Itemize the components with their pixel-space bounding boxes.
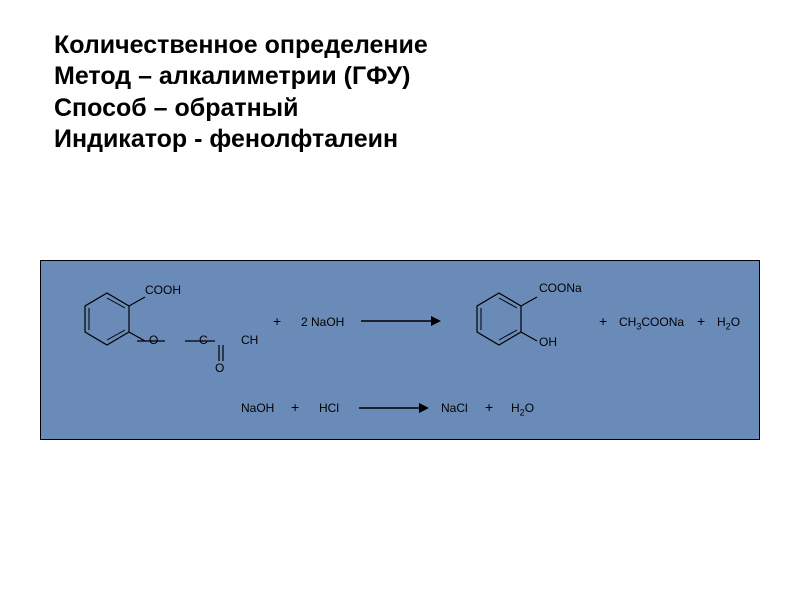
label-ch3coona: CH3COONa (619, 315, 684, 331)
slide-heading: Количественное определение Метод – алкал… (54, 30, 428, 155)
plus-1c: + (697, 313, 705, 329)
arrow-reaction2 (359, 399, 429, 417)
reaction-panel: COOH O C CH O + 2 NaOH COONa OH + CH3COO… (40, 260, 760, 440)
benzene-reagent (77, 289, 137, 349)
plus-1a: + (273, 313, 281, 329)
label-o-ester: O (149, 333, 158, 347)
arrow-reaction1 (361, 311, 441, 331)
label-o-dbl: O (215, 361, 224, 375)
label-c-ester: C (199, 333, 208, 347)
plus-2a: + (291, 399, 299, 415)
label-h2o-2: H2O (511, 401, 534, 417)
heading-line4: Индикатор - фенолфталеин (54, 124, 428, 155)
label-coona: COONa (539, 281, 582, 295)
label-oh: OH (539, 335, 557, 349)
label-naoh: NaOH (241, 401, 274, 415)
label-nacl: NaCl (441, 401, 468, 415)
plus-2b: + (485, 399, 493, 415)
heading-line3: Способ – обратный (54, 93, 428, 124)
label-2naoh: 2 NaOH (301, 315, 344, 329)
label-h2o-1: H2O (717, 315, 740, 331)
heading-line2: Метод – алкалиметрии (ГФУ) (54, 61, 428, 92)
label-hcl: HCl (319, 401, 339, 415)
plus-1b: + (599, 313, 607, 329)
label-cooh: COOH (145, 283, 181, 297)
label-ch-ester: CH (241, 333, 258, 347)
heading-line1: Количественное определение (54, 30, 428, 61)
benzene-product (469, 289, 529, 349)
